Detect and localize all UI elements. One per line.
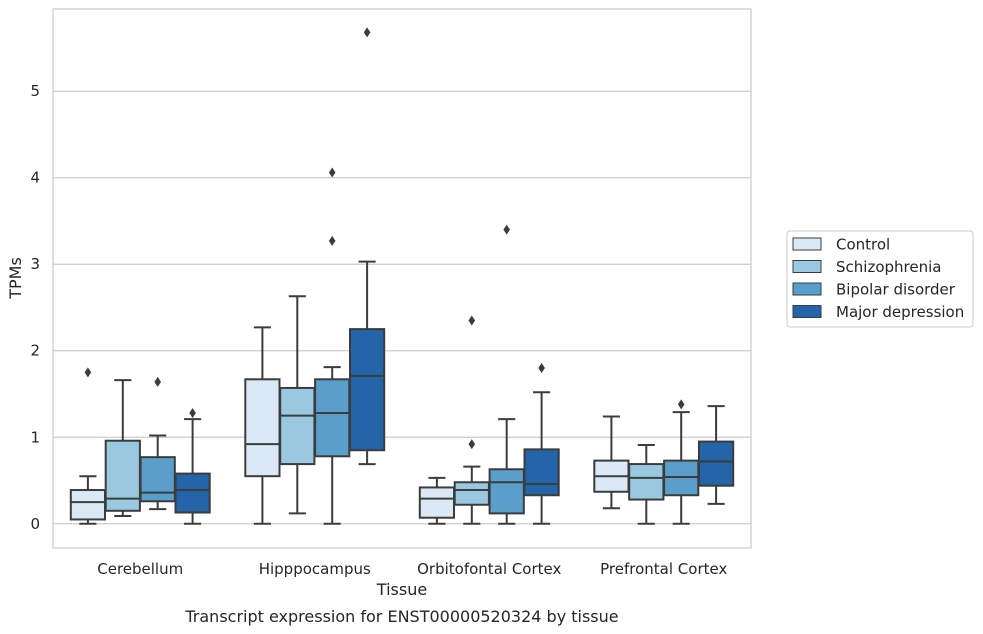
series-control [69, 326, 630, 525]
y-axis-ticks: 0 1 2 3 4 5 [30, 82, 40, 533]
chart-caption: Transcript expression for ENST0000052032… [184, 607, 618, 626]
legend-label: Major depression [836, 303, 964, 321]
series-major-depression [174, 27, 735, 525]
box [418, 476, 456, 525]
box-iqr [314, 378, 351, 458]
box [697, 405, 735, 505]
legend-swatch [792, 282, 822, 296]
box-iqr [488, 468, 525, 515]
box-iqr [244, 378, 281, 478]
box [69, 367, 107, 525]
box-iqr [174, 472, 211, 514]
box [523, 363, 560, 525]
box-iqr [628, 463, 665, 501]
x-tick-label: Prefrontal Cortex [600, 560, 727, 578]
box [174, 408, 211, 525]
legend-label: Schizophrenia [836, 258, 941, 276]
x-axis-label: Tissue [376, 580, 427, 599]
legend-swatch [792, 237, 822, 251]
outlier-point [189, 408, 196, 419]
y-tick-label: 3 [30, 255, 40, 273]
outlier-point [328, 235, 336, 246]
box-iqr [104, 439, 141, 512]
legend-label: Bipolar disorder [836, 281, 956, 299]
box [453, 315, 490, 525]
box [104, 379, 141, 517]
outlier-point [677, 399, 685, 410]
box-series [69, 27, 735, 525]
box-iqr [279, 386, 316, 466]
y-tick-label: 2 [30, 342, 40, 360]
y-tick-label: 4 [30, 169, 40, 187]
box [593, 415, 630, 510]
x-tick-label: Cerebellum [97, 560, 183, 578]
outlier-point [468, 315, 476, 326]
grid-lines [53, 90, 751, 525]
box [488, 224, 525, 525]
x-tick-label: Hipppocampus [259, 560, 371, 578]
box-iqr [523, 448, 560, 497]
outlier-point [363, 27, 371, 38]
box-iqr [69, 489, 107, 521]
outlier-point [328, 167, 336, 178]
y-tick-label: 5 [30, 82, 40, 100]
box-iqr [348, 328, 386, 452]
outlier-point [84, 367, 92, 378]
box-iqr [453, 481, 490, 506]
box-iqr [697, 440, 735, 487]
plot-frame [52, 8, 752, 549]
legend: Control Schizophrenia Bipolar disorder Majo… [786, 230, 974, 328]
x-tick-label: Orbitofontal Cortex [417, 560, 561, 578]
outlier-point [468, 439, 476, 450]
legend-frame [786, 230, 974, 328]
box-iqr [418, 486, 456, 519]
box [348, 27, 386, 466]
box [314, 167, 351, 525]
box [628, 444, 665, 525]
legend-swatch [792, 305, 822, 318]
outlier-point [154, 376, 161, 387]
x-axis-ticks: Cerebellum Hipppocampus Orbitofontal Corte… [97, 560, 727, 578]
box [244, 326, 281, 525]
series-schizophrenia [104, 295, 665, 525]
y-tick-label: 1 [30, 428, 40, 446]
outlier-point [538, 363, 545, 374]
outlier-point [503, 224, 510, 235]
box [663, 399, 700, 525]
legend-swatch [792, 260, 822, 273]
box [279, 295, 316, 515]
box [139, 376, 176, 511]
legend-label: Control [836, 236, 890, 254]
box-iqr [139, 456, 176, 503]
y-tick-label: 0 [30, 515, 40, 533]
y-axis-label: TPMs [6, 257, 25, 300]
